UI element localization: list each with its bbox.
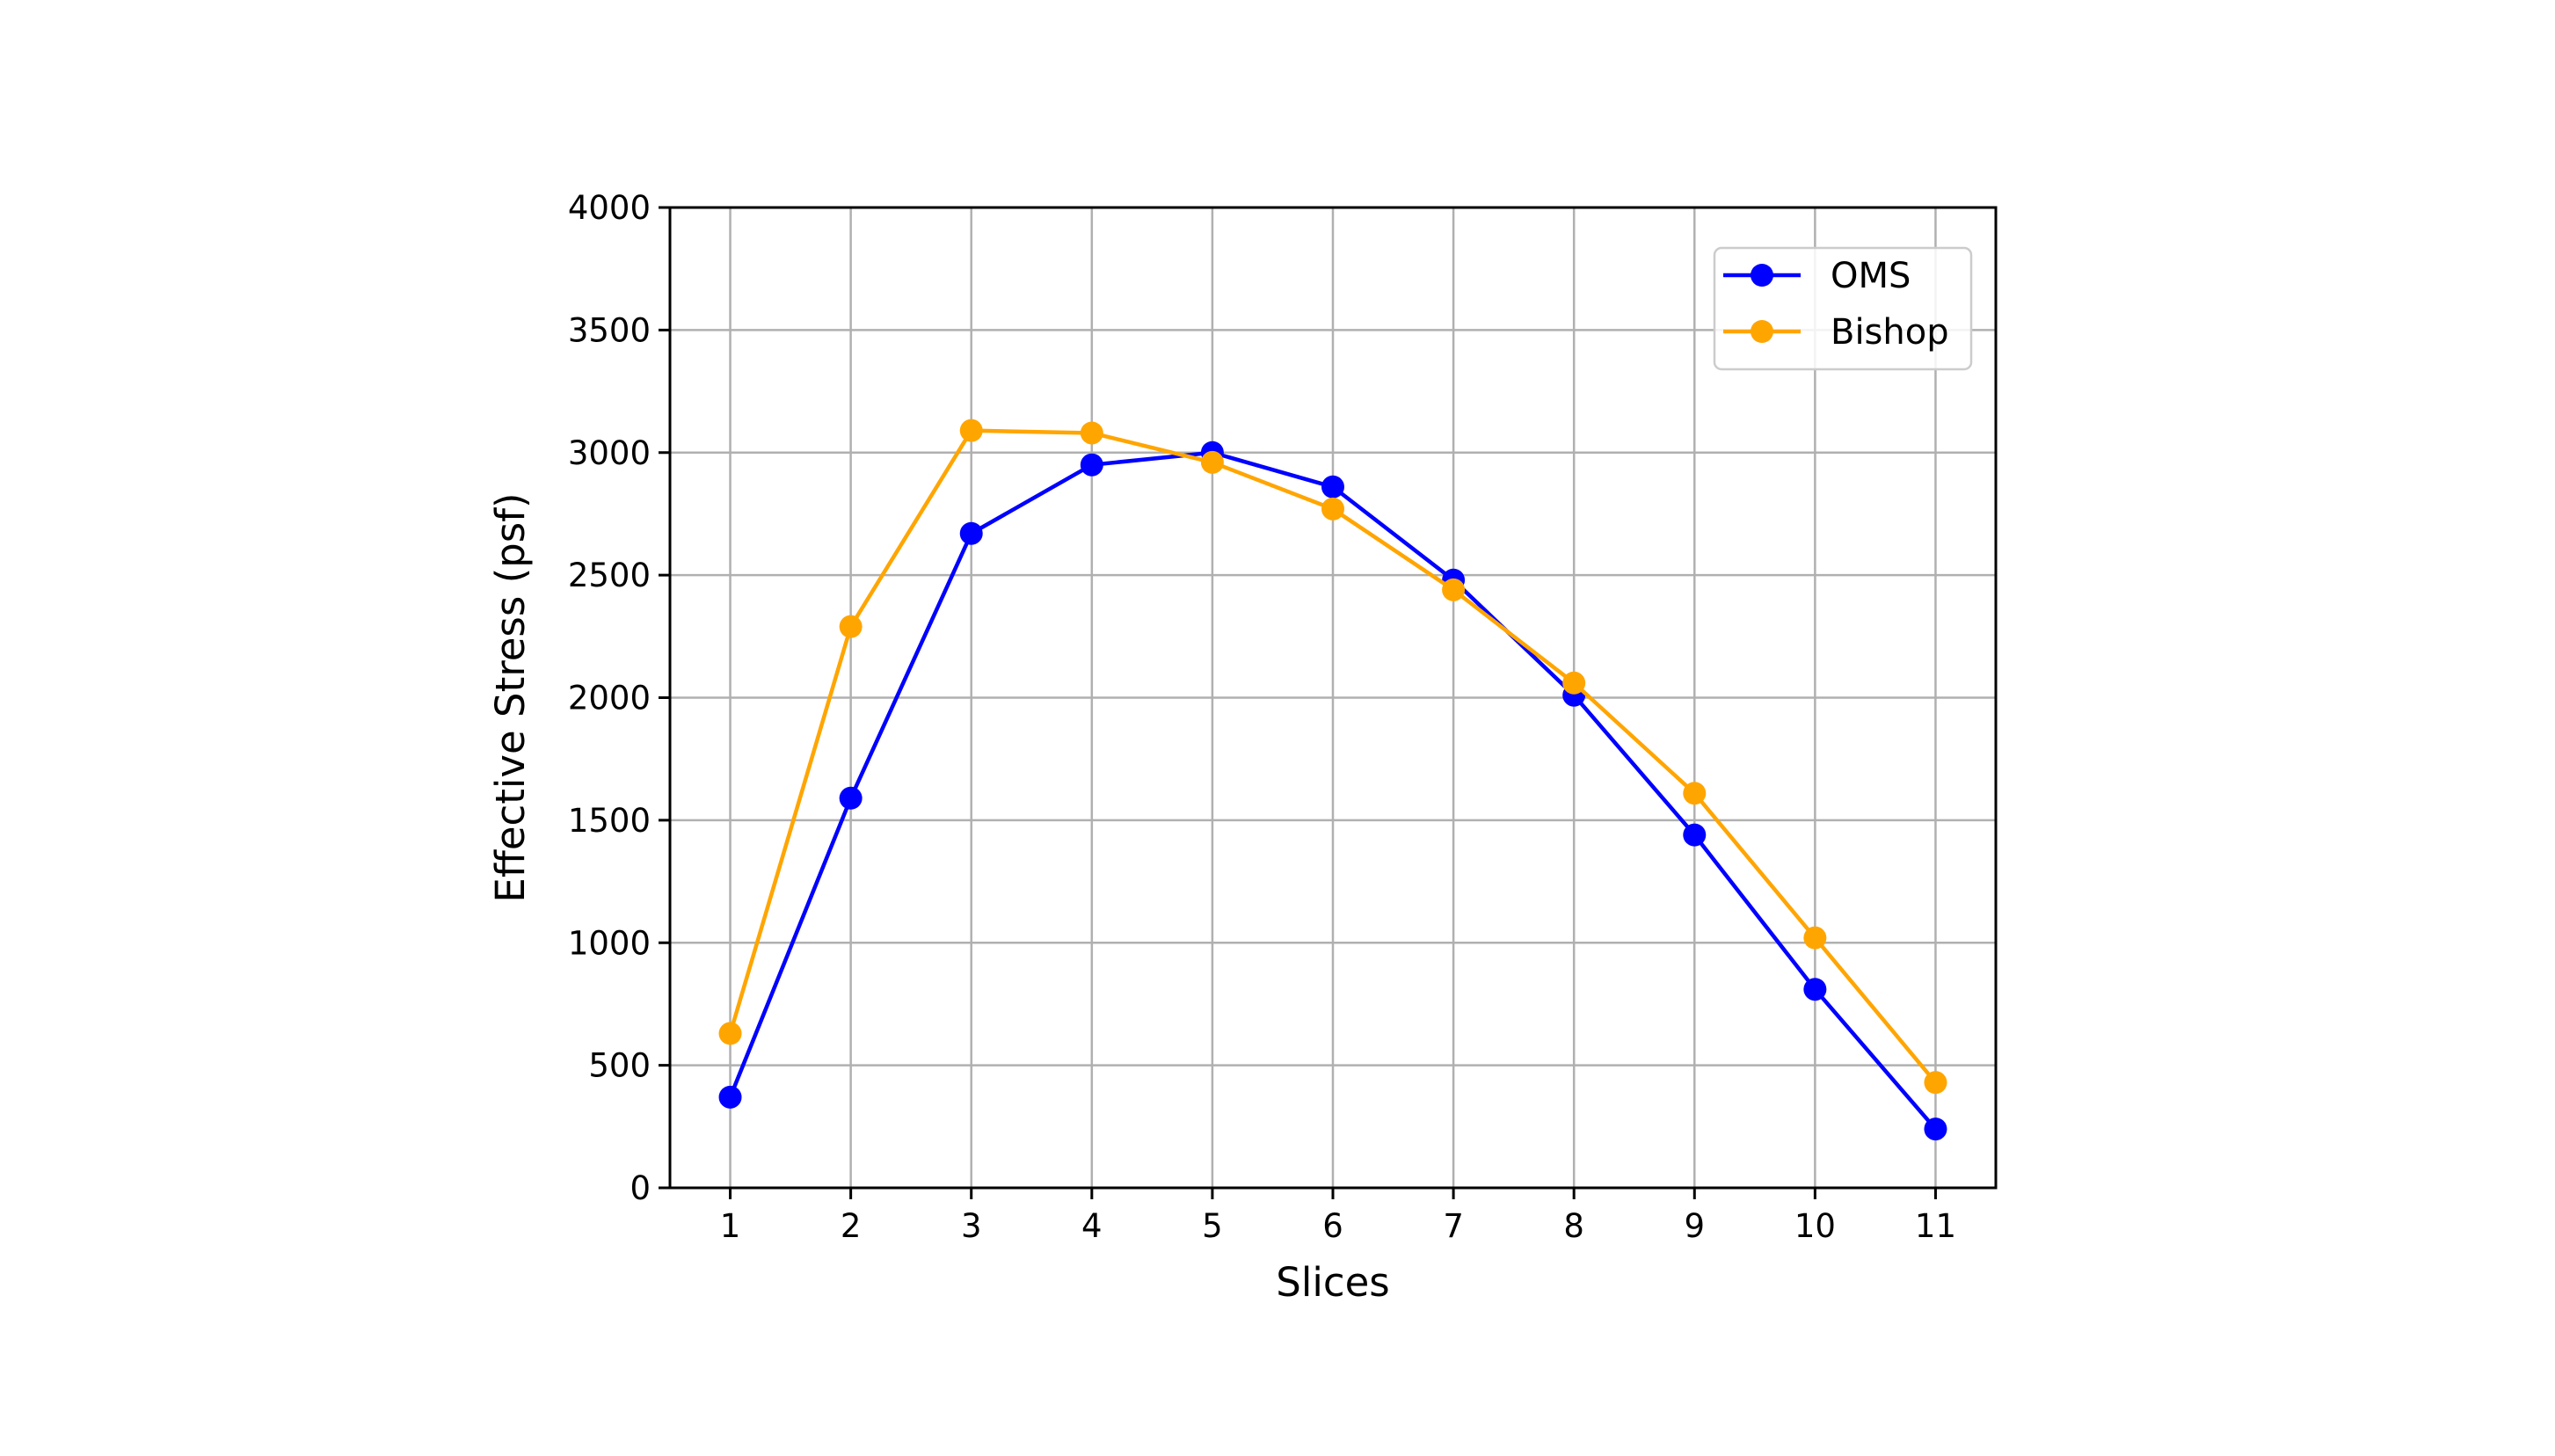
data-point-oms	[1683, 823, 1707, 847]
data-point-bishop	[1683, 782, 1707, 805]
data-point-bishop	[1924, 1071, 1947, 1095]
legend: OMS Bishop	[1713, 246, 1973, 371]
series-bishop	[718, 419, 1947, 1095]
data-point-oms	[1321, 475, 1344, 499]
y-tick-label: 3000	[568, 434, 651, 472]
data-point-bishop	[1442, 578, 1466, 601]
x-tick-label: 6	[1322, 1207, 1343, 1245]
y-tick-label: 2500	[568, 557, 651, 594]
legend-marker	[1751, 264, 1773, 287]
data-point-bishop	[1080, 421, 1103, 445]
x-tick-label: 4	[1081, 1207, 1103, 1245]
x-tick-label: 9	[1684, 1207, 1705, 1245]
data-point-bishop	[1562, 671, 1586, 695]
data-point-bishop	[1200, 450, 1224, 474]
y-tick-label: 2000	[568, 680, 651, 717]
x-tick-label: 2	[841, 1207, 862, 1245]
data-point-oms	[1080, 453, 1103, 477]
y-tick-label: 4000	[568, 189, 651, 227]
series-area	[718, 419, 1947, 1141]
y-tick-label: 3500	[568, 311, 651, 349]
data-point-bishop	[839, 615, 863, 638]
legend-label: OMS	[1831, 256, 1911, 296]
legend-label: Bishop	[1831, 312, 1949, 353]
y-axis-label: Effective Stress (psf)	[487, 492, 534, 902]
legend-box	[1713, 246, 1973, 371]
x-tick-label: 11	[1915, 1207, 1956, 1245]
x-tick-label: 8	[1563, 1207, 1584, 1245]
data-point-oms	[839, 786, 863, 810]
x-tick-label: 1	[720, 1207, 741, 1245]
data-point-oms	[1803, 978, 1827, 1001]
x-tick-label: 3	[961, 1207, 982, 1245]
legend-entry-bishop: Bishop	[1723, 312, 1949, 353]
data-point-oms	[959, 521, 983, 545]
axis-ticks: 1 2 3 4 5 6 7 8 9 10 11 0 500 1000 1500 2000 2500 3000 350…	[568, 189, 1956, 1245]
data-point-bishop	[1321, 497, 1344, 521]
y-tick-label: 1000	[568, 924, 651, 962]
y-tick-label: 0	[630, 1169, 651, 1207]
data-point-bishop	[718, 1022, 742, 1045]
x-tick-label: 5	[1202, 1207, 1223, 1245]
y-tick-label: 1500	[568, 802, 651, 840]
y-tick-label: 500	[588, 1047, 651, 1085]
x-tick-label: 7	[1443, 1207, 1464, 1245]
data-point-oms	[1924, 1117, 1947, 1141]
legend-marker	[1751, 320, 1773, 343]
data-point-bishop	[1803, 926, 1827, 950]
x-tick-label: 10	[1794, 1207, 1836, 1245]
data-point-oms	[718, 1085, 742, 1109]
data-point-bishop	[959, 419, 983, 442]
legend-entry-oms: OMS	[1723, 256, 1911, 296]
legend-items: OMS Bishop	[1723, 256, 1949, 353]
x-axis-label: Slices	[1276, 1259, 1389, 1306]
